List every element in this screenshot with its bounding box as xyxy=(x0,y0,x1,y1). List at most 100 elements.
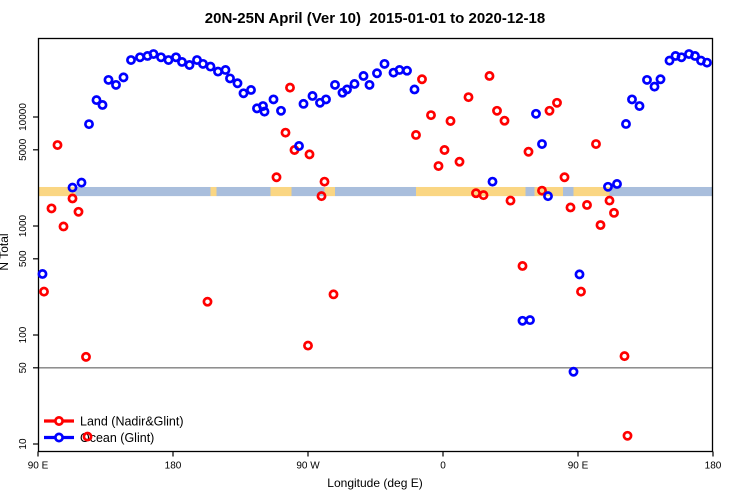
land-point xyxy=(328,289,339,300)
land-point xyxy=(523,146,534,157)
ocean-point xyxy=(163,55,174,66)
land-point xyxy=(46,203,57,214)
land-point xyxy=(484,71,495,81)
land-point xyxy=(609,207,619,218)
land-point xyxy=(445,116,456,126)
y-tick-label: 500 xyxy=(18,250,29,267)
land-point xyxy=(463,92,474,103)
ocean-point xyxy=(294,141,304,151)
ocean-point xyxy=(156,52,166,63)
chart-title: 20N-25N April (Ver 10) 2015-01-01 to 202… xyxy=(204,10,546,27)
land-point xyxy=(517,261,528,271)
land-point xyxy=(202,296,213,307)
ocean-point xyxy=(394,65,405,75)
x-tick-label: 180 xyxy=(705,461,722,472)
ocean-point xyxy=(259,106,270,117)
legend-entry: Ocean (Glint) xyxy=(44,431,154,445)
land-point xyxy=(619,351,630,362)
ocean-point xyxy=(537,139,547,149)
ocean-point xyxy=(634,101,645,112)
land-point xyxy=(285,82,295,93)
ocean-point xyxy=(103,74,114,85)
ocean-point xyxy=(225,73,235,84)
legend-marker-land xyxy=(54,416,64,426)
y-tick-label: 10000 xyxy=(18,103,29,131)
y-tick-label: 50 xyxy=(18,362,29,374)
land-point xyxy=(39,286,49,297)
land-point xyxy=(280,127,291,138)
ocean-point xyxy=(349,79,360,89)
ocean-point xyxy=(118,72,129,83)
land-point xyxy=(544,105,555,116)
land-point xyxy=(81,351,91,362)
land-point xyxy=(591,139,601,149)
ocean-point xyxy=(67,182,78,193)
land-point xyxy=(565,202,576,213)
land-point xyxy=(303,340,313,351)
ocean-point xyxy=(402,65,412,76)
land-point xyxy=(426,110,436,121)
ocean-point xyxy=(531,108,541,119)
ocean-point xyxy=(184,60,195,70)
land-point xyxy=(439,145,450,155)
land-point xyxy=(82,431,93,442)
ocean-point xyxy=(84,119,94,130)
ocean-point xyxy=(379,58,390,69)
ocean-point xyxy=(126,55,136,66)
land-point xyxy=(478,190,489,201)
surface-band-segment-ocean xyxy=(291,186,325,197)
land-point xyxy=(537,185,547,196)
y-tick-label: 5000 xyxy=(18,138,29,161)
ocean-point xyxy=(330,79,340,90)
ocean-point xyxy=(321,94,331,105)
land-series xyxy=(39,71,633,442)
ocean-point xyxy=(97,99,108,110)
surface-band-segment-ocean xyxy=(563,186,574,197)
ocean-point xyxy=(517,315,528,326)
ocean-point xyxy=(205,61,216,72)
ocean-point xyxy=(664,55,675,66)
ocean-point xyxy=(171,52,181,63)
surface-band-segment-land xyxy=(210,186,217,197)
ocean-point xyxy=(342,84,352,95)
land-point xyxy=(582,199,592,210)
land-point xyxy=(433,161,444,171)
surface-band-segment-land xyxy=(416,186,526,197)
ocean-point xyxy=(627,94,637,105)
ocean-point xyxy=(574,269,585,280)
land-point xyxy=(604,195,615,206)
ocean-point xyxy=(246,85,256,95)
land-point xyxy=(595,220,606,231)
ocean-point xyxy=(372,68,382,79)
ocean-point xyxy=(148,49,159,60)
surface-band-segment-land xyxy=(270,186,292,197)
ocean-point xyxy=(177,56,187,67)
ocean-point xyxy=(37,269,48,279)
land-point xyxy=(492,105,502,116)
ocean-point xyxy=(543,191,553,202)
x-tick-label: 90 W xyxy=(296,461,320,472)
ocean-point xyxy=(111,79,121,90)
ocean-point xyxy=(690,51,700,61)
land-point xyxy=(499,115,510,126)
land-point xyxy=(559,172,570,183)
legend-label: Ocean (Glint) xyxy=(80,431,154,445)
ocean-point xyxy=(358,71,369,81)
surface-band-segment-land xyxy=(38,186,76,197)
ocean-point xyxy=(676,52,687,63)
surface-band-segment-ocean xyxy=(525,186,535,197)
ocean-point xyxy=(525,315,535,326)
land-point xyxy=(67,193,78,204)
ocean-point xyxy=(702,57,712,68)
ocean-point xyxy=(238,88,249,99)
x-tick-label: 180 xyxy=(165,461,182,472)
ocean-point xyxy=(649,81,660,92)
legend-marker-ocean xyxy=(54,432,64,443)
surface-band-segment-ocean xyxy=(216,186,271,197)
land-point xyxy=(454,156,465,167)
land-point xyxy=(58,221,69,232)
ocean-point xyxy=(409,84,420,95)
land-point xyxy=(552,97,562,108)
ocean-point xyxy=(135,52,145,63)
